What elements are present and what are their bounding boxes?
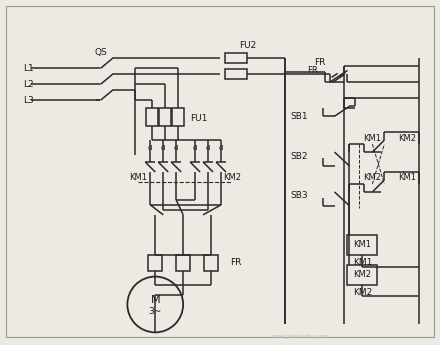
Text: M: M bbox=[150, 295, 160, 305]
Text: SB2: SB2 bbox=[290, 151, 308, 160]
Text: KM1: KM1 bbox=[353, 240, 371, 249]
Text: KM1: KM1 bbox=[363, 134, 381, 142]
Text: KM1: KM1 bbox=[398, 174, 416, 183]
Text: FR: FR bbox=[307, 66, 318, 75]
Text: L1: L1 bbox=[23, 64, 33, 73]
Text: d: d bbox=[161, 145, 165, 151]
Text: KM2: KM2 bbox=[363, 174, 381, 183]
Text: 3~: 3~ bbox=[149, 307, 162, 316]
Text: KM2: KM2 bbox=[353, 288, 372, 297]
Text: FU1: FU1 bbox=[190, 114, 208, 123]
Bar bbox=[348, 235, 378, 255]
Text: FR: FR bbox=[315, 58, 326, 67]
Text: QS: QS bbox=[94, 48, 107, 57]
Text: d: d bbox=[206, 145, 210, 151]
Text: KM1: KM1 bbox=[129, 174, 147, 183]
Text: KM1: KM1 bbox=[353, 258, 372, 267]
Text: SB1: SB1 bbox=[290, 112, 308, 121]
Text: d: d bbox=[148, 145, 153, 151]
Bar bbox=[172, 108, 184, 126]
Bar bbox=[348, 265, 378, 285]
Text: KM2: KM2 bbox=[223, 174, 241, 183]
Text: KM2: KM2 bbox=[398, 134, 416, 142]
Text: L2: L2 bbox=[23, 80, 33, 89]
Text: FR: FR bbox=[230, 258, 241, 267]
Text: d: d bbox=[174, 145, 178, 151]
Bar bbox=[146, 108, 158, 126]
Text: d: d bbox=[219, 145, 223, 151]
Bar bbox=[148, 255, 162, 270]
Bar bbox=[204, 255, 218, 270]
Text: L3: L3 bbox=[23, 96, 33, 105]
Text: FU2: FU2 bbox=[239, 41, 257, 50]
Text: SB3: SB3 bbox=[290, 191, 308, 200]
Bar bbox=[176, 255, 190, 270]
Bar bbox=[159, 108, 171, 126]
Bar bbox=[225, 53, 247, 63]
Text: d: d bbox=[193, 145, 197, 151]
Text: www.jiexiantu.com: www.jiexiantu.com bbox=[270, 334, 330, 339]
Text: KM2: KM2 bbox=[353, 270, 371, 279]
Bar bbox=[225, 69, 247, 79]
